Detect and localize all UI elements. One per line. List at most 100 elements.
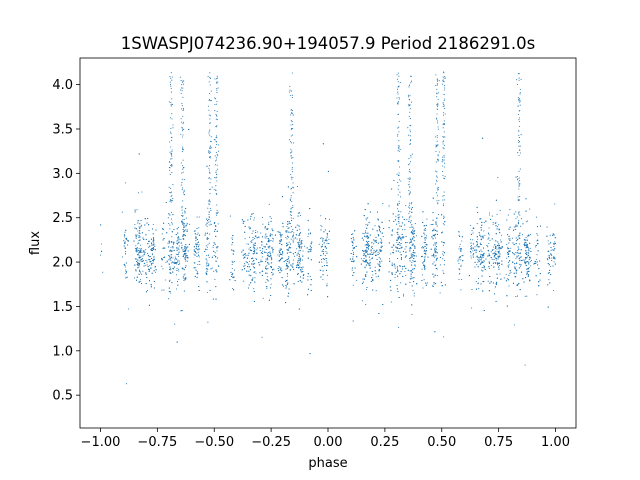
data-point <box>268 221 270 223</box>
data-point <box>271 228 273 230</box>
data-point <box>268 241 270 243</box>
data-point <box>280 248 283 250</box>
data-point <box>260 232 262 234</box>
data-point <box>499 231 501 233</box>
data-point <box>282 284 284 286</box>
data-point <box>232 253 235 255</box>
data-point <box>258 264 260 266</box>
data-point <box>139 257 141 259</box>
data-point <box>265 272 267 274</box>
data-point <box>181 267 183 269</box>
data-point <box>310 259 312 261</box>
data-point <box>513 213 515 215</box>
data-point <box>292 262 294 264</box>
data-point <box>522 223 524 225</box>
data-point <box>181 247 183 249</box>
data-point <box>290 251 292 253</box>
data-point <box>292 228 294 230</box>
chart-title: 1SWASPJ074236.90+194057.9 Period 2186291… <box>121 34 536 53</box>
data-point <box>516 216 518 218</box>
data-point <box>366 259 368 261</box>
data-point <box>242 254 244 256</box>
data-point <box>292 239 294 241</box>
data-point <box>286 252 288 254</box>
data-point <box>183 226 185 228</box>
data-point <box>507 234 509 236</box>
data-point <box>121 211 123 213</box>
data-point <box>296 238 298 240</box>
data-point <box>552 265 554 267</box>
data-point <box>525 253 527 255</box>
data-point <box>411 285 413 287</box>
data-point <box>257 231 259 233</box>
data-point <box>460 250 462 252</box>
data-point <box>246 262 248 264</box>
data-point <box>481 256 484 258</box>
data-point <box>270 253 272 255</box>
data-point <box>246 270 248 272</box>
data-point <box>100 243 103 245</box>
data-point <box>140 278 142 280</box>
data-point <box>425 245 427 248</box>
data-point <box>426 237 428 239</box>
data-point <box>145 234 147 236</box>
data-point <box>143 252 146 254</box>
data-point <box>402 250 404 252</box>
data-point <box>247 243 250 245</box>
data-point <box>380 250 382 252</box>
data-point <box>423 266 425 268</box>
data-point <box>468 275 470 277</box>
data-point <box>488 214 491 216</box>
data-point <box>325 247 327 249</box>
data-point <box>395 223 398 225</box>
data-point <box>206 281 208 283</box>
data-point <box>365 256 367 258</box>
data-point <box>326 283 328 285</box>
data-point <box>404 229 406 231</box>
data-point <box>172 247 174 249</box>
data-point <box>537 239 539 241</box>
data-point <box>470 238 472 240</box>
data-point <box>362 255 364 257</box>
data-point <box>178 262 181 264</box>
data-point <box>365 289 367 291</box>
data-point <box>307 251 309 253</box>
data-point <box>176 228 178 230</box>
data-point <box>307 279 309 281</box>
data-point <box>216 230 218 232</box>
data-point <box>287 223 289 225</box>
data-point <box>285 280 287 282</box>
data-point <box>178 251 180 253</box>
data-point <box>268 299 270 301</box>
data-point <box>507 279 509 281</box>
data-point <box>367 232 369 234</box>
data-point <box>167 217 169 219</box>
data-point <box>381 221 383 223</box>
data-point <box>142 237 144 239</box>
data-point <box>370 249 372 251</box>
data-point <box>309 245 311 247</box>
data-point <box>371 277 373 279</box>
data-point <box>365 232 367 234</box>
data-point <box>368 262 370 264</box>
data-point <box>166 260 168 262</box>
data-point <box>207 254 210 256</box>
data-point <box>151 248 153 250</box>
data-point <box>410 239 412 241</box>
data-point <box>285 284 287 287</box>
data-point <box>364 250 366 252</box>
data-point <box>442 244 444 246</box>
data-point <box>424 229 426 231</box>
data-point <box>507 248 509 250</box>
data-point <box>183 290 185 292</box>
data-point <box>188 128 190 131</box>
data-point <box>185 260 187 262</box>
data-point <box>270 283 272 285</box>
data-point <box>177 243 179 245</box>
data-point <box>287 227 289 230</box>
data-point <box>399 244 401 246</box>
data-point <box>476 245 478 247</box>
data-point <box>253 259 255 262</box>
data-point <box>366 262 369 264</box>
data-point <box>150 284 152 286</box>
